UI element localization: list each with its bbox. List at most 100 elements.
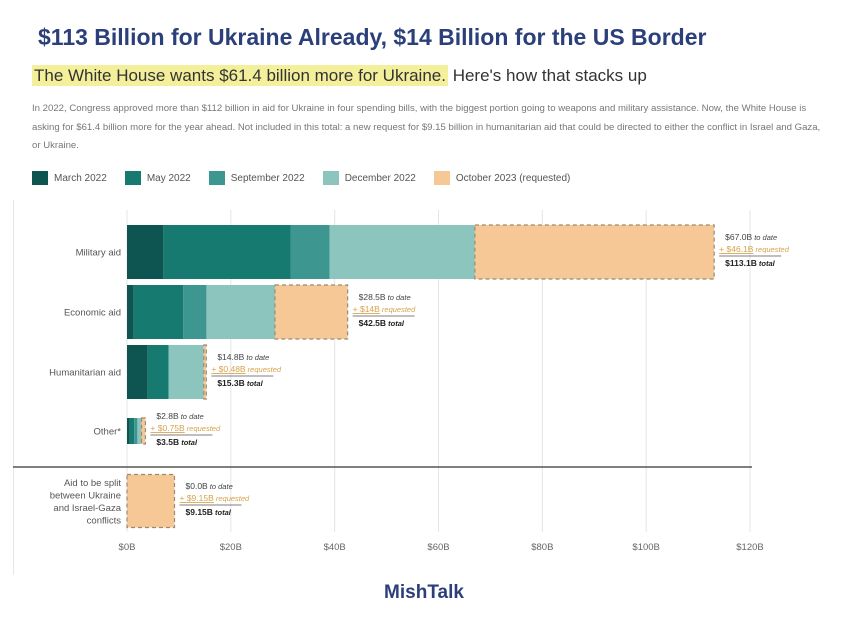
legend-label: December 2022 (344, 172, 416, 184)
annotation-to-date: $28.5B to date (359, 292, 411, 302)
bar-segment (147, 345, 169, 399)
category-label: Military aid (76, 248, 121, 259)
legend-swatch (322, 171, 339, 185)
annotation-to-date-suffix: to date (752, 233, 777, 242)
stacked-bar-chart: $0B $20B $40B $60B $80B $100B $120B Military ai… (13, 210, 790, 553)
legend-item: December 2022 (322, 171, 416, 185)
bar-segment (137, 418, 142, 444)
bar-segment (126, 473, 176, 529)
chart-legend: March 2022 May 2022 September 2022 December… (32, 171, 588, 185)
annotation-to-date-value: $2.8B (156, 411, 179, 421)
category-label-line: and Israel-Gaza (53, 503, 121, 514)
legend-label: May 2022 (146, 172, 191, 184)
category-label-line: Aid to be split (64, 478, 121, 489)
category-label-line: Humanitarian aid (49, 368, 121, 379)
annotation-to-date-suffix: to date (179, 412, 204, 421)
legend-swatch (208, 171, 225, 185)
bar-segment (203, 344, 207, 400)
legend-item: March 2022 (32, 171, 107, 185)
footer-brand: MishTalk (384, 582, 464, 603)
annotation-to-date-suffix: to date (244, 353, 269, 362)
subhead-highlight: The White House wants $61.4 billion more… (32, 65, 448, 86)
legend-label: September 2022 (230, 172, 305, 184)
legend-item: October 2023 (requested) (433, 171, 571, 185)
annotation-to-date: $14.8B to date (217, 352, 269, 362)
bar-segment (290, 225, 330, 279)
annotation-requested: + $0.48B requested (211, 364, 282, 374)
annotation-total-suffix: total (179, 438, 198, 447)
annotation-total: $15.3B total (217, 378, 263, 388)
annotation-requested-suffix: requested (185, 424, 221, 433)
x-tick-label: $120B (736, 542, 763, 553)
bar-segment (133, 285, 184, 339)
annotation-total-value: $3.5B (156, 437, 179, 447)
annotation-requested: + $0.75B requested (150, 423, 221, 433)
annotation-requested-suffix: requested (753, 245, 789, 254)
bar-segment (127, 418, 130, 444)
bar-segment (127, 345, 148, 399)
annotation-total-suffix: total (213, 508, 232, 517)
category-label: Aid to be split between Ukraine and Israel… (50, 478, 122, 527)
headline: $113 Billion for Ukraine Already, $14 Bi… (38, 24, 707, 50)
annotation-to-date: $67.0B to date (725, 232, 777, 242)
annotation-requested-suffix: requested (246, 365, 282, 374)
annotation-to-date-value: $28.5B (359, 292, 386, 302)
description: In 2022, Congress approved more than $11… (32, 103, 821, 151)
annotation-to-date: $0.0B to date (186, 481, 233, 491)
bar-segment (127, 285, 134, 339)
annotation-requested-value: + $0.48B (211, 364, 246, 374)
annotation-requested-suffix: requested (380, 305, 416, 314)
annotation-requested-value: + $0.75B (150, 423, 185, 433)
category-label: Humanitarian aid (49, 368, 121, 379)
x-tick-label: $20B (220, 542, 242, 553)
annotation-total-suffix: total (386, 319, 405, 328)
annotation-total: $113.1B total (725, 258, 776, 268)
bar-segment (183, 285, 207, 339)
x-tick-label: $60B (427, 542, 449, 553)
bar-segment (129, 418, 135, 444)
annotation-to-date-value: $0.0B (186, 481, 209, 491)
legend-label: March 2022 (54, 172, 107, 184)
annotation-total: $42.5B total (359, 318, 405, 328)
bar-segment (134, 418, 138, 444)
annotation-requested-value: + $9.15B (180, 493, 215, 503)
category-label-line: conflicts (87, 515, 122, 526)
annotation-to-date-suffix: to date (386, 293, 411, 302)
category-label: Other* (94, 427, 122, 438)
left-rule (13, 200, 14, 575)
legend-swatch (433, 171, 450, 185)
legend-label: October 2023 (requested) (455, 172, 571, 184)
category-label-line: Other* (94, 427, 122, 438)
annotation-total-value: $9.15B (186, 507, 213, 517)
subhead-rest: Here's how that stacks up (447, 66, 647, 85)
annotation-total: $9.15B total (186, 507, 232, 517)
legend-item: September 2022 (208, 171, 305, 185)
category-label: Economic aid (64, 308, 121, 319)
annotation-requested-suffix: requested (214, 494, 250, 503)
annotation-requested: + $14B requested (353, 304, 416, 314)
bar-segment (168, 345, 204, 399)
category-label-line: Economic aid (64, 308, 121, 319)
annotation-total-value: $113.1B (725, 258, 757, 268)
x-tick-label: $80B (531, 542, 553, 553)
annotation-to-date-suffix: to date (208, 482, 233, 491)
annotation-to-date-value: $67.0B (725, 232, 752, 242)
annotation-requested: + $9.15B requested (180, 493, 251, 503)
annotation-requested-value: + $46.1B (719, 244, 754, 254)
subhead: The White House wants $61.4 billion more… (32, 65, 647, 86)
legend-swatch (32, 171, 48, 185)
annotation-total-value: $15.3B (217, 378, 244, 388)
annotation-requested: + $46.1B requested (719, 244, 790, 254)
annotation-total-value: $42.5B (359, 318, 386, 328)
x-tick-label: $0B (119, 542, 136, 553)
bar-segment (206, 285, 275, 339)
bar-segment (474, 224, 715, 280)
category-label-line: between Ukraine (50, 490, 121, 501)
bar-segment (140, 417, 147, 445)
bar-segment (329, 225, 475, 279)
annotation-total: $3.5B total (156, 437, 198, 447)
annotation-total-suffix: total (245, 379, 264, 388)
legend-item: May 2022 (124, 171, 191, 185)
category-label-line: Military aid (76, 248, 121, 259)
bar-segment (163, 225, 291, 279)
